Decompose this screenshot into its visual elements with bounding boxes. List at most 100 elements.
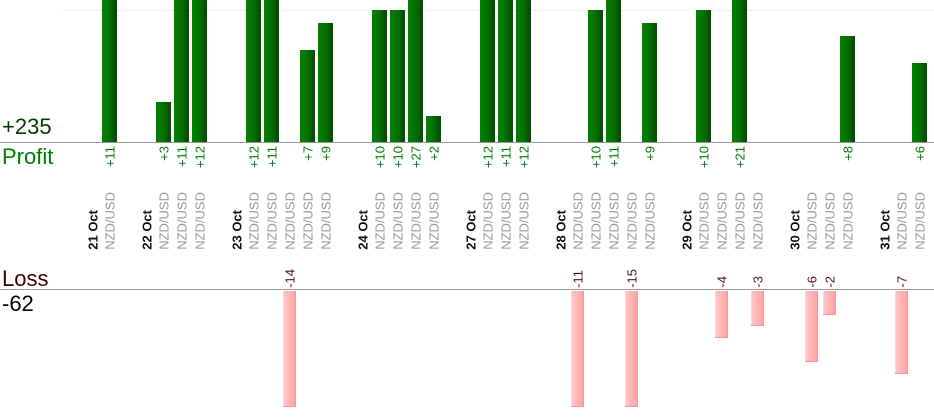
symbol-label: NZD/USD <box>696 192 712 250</box>
profit-value-label: +9 <box>318 146 334 161</box>
profit-value-label: +11 <box>498 146 514 168</box>
symbol-label: NZD/USD <box>714 192 730 250</box>
trade-column: NZD/USD +12 <box>245 0 263 420</box>
loss-value-label: -11 <box>570 270 586 288</box>
date-column: 28 Oct <box>553 0 569 420</box>
trade-column: NZD/USD +10 <box>371 0 389 420</box>
profit-value-label: +7 <box>300 146 316 161</box>
trade-column: NZD/USD +3 <box>155 0 173 420</box>
date-label: 23 Oct <box>229 210 245 250</box>
trade-column: NZD/USD +2 <box>425 0 443 420</box>
symbol-label: NZD/USD <box>624 192 640 250</box>
profit-bar <box>606 0 621 142</box>
loss-value-label: -14 <box>282 269 298 288</box>
symbol-label: NZD/USD <box>912 192 928 250</box>
profit-bar <box>516 0 531 142</box>
date-label: 31 Oct <box>877 210 893 250</box>
trade-column: NZD/USD +11 <box>605 0 623 420</box>
date-label: 29 Oct <box>679 210 695 250</box>
profit-bar <box>300 50 315 142</box>
date-column: 22 Oct <box>139 0 155 420</box>
symbol-label: NZD/USD <box>300 192 316 250</box>
trade-column: NZD/USD -11 <box>569 0 587 420</box>
date-label: 22 Oct <box>139 210 155 250</box>
date-label: 30 Oct <box>787 210 803 250</box>
trade-column: NZD/USD +27 <box>407 0 425 420</box>
date-column: 29 Oct <box>679 0 695 420</box>
symbol-label: NZD/USD <box>192 192 208 250</box>
trade-column: NZD/USD -2 <box>821 0 839 420</box>
symbol-label: NZD/USD <box>390 192 406 250</box>
profit-bar <box>390 10 405 142</box>
day-group: 28 Oct NZD/USD -11 NZD/USD +10 NZD/USD +11 NZD/… <box>553 0 659 420</box>
trade-column: NZD/USD +11 <box>173 0 191 420</box>
profit-value-label: +6 <box>912 146 928 161</box>
profit-bar <box>102 0 117 142</box>
trade-column: NZD/USD +7 <box>299 0 317 420</box>
trade-column: NZD/USD +8 <box>839 0 857 420</box>
loss-value-label: -15 <box>624 269 640 288</box>
loss-bar <box>823 291 836 315</box>
profit-value-label: +21 <box>732 146 748 169</box>
symbol-label: NZD/USD <box>804 192 820 250</box>
day-group: 29 Oct NZD/USD +10 NZD/USD -4 NZD/USD +21 NZD/U… <box>679 0 767 420</box>
loss-total: -62 <box>2 291 34 316</box>
date-column: 30 Oct <box>787 0 803 420</box>
profit-bar <box>642 23 657 142</box>
profit-bar <box>732 0 747 142</box>
trade-column: NZD/USD -3 <box>749 0 767 420</box>
date-label: 21 Oct <box>85 210 101 250</box>
trade-column: NZD/USD +11 <box>497 0 515 420</box>
profit-bar <box>588 10 603 142</box>
profit-bar <box>408 0 423 142</box>
trade-column: NZD/USD +10 <box>587 0 605 420</box>
loss-value-label: -6 <box>804 276 820 288</box>
date-column: 31 Oct <box>877 0 893 420</box>
symbol-label: NZD/USD <box>894 192 910 250</box>
trade-column: NZD/USD +12 <box>191 0 209 420</box>
loss-bar <box>895 291 908 374</box>
date-column: 21 Oct <box>85 0 101 420</box>
profit-bar <box>192 0 207 142</box>
symbol-label: NZD/USD <box>642 192 658 250</box>
trade-column: NZD/USD +21 <box>731 0 749 420</box>
profit-bar <box>426 116 441 142</box>
trade-column: NZD/USD +11 <box>101 0 119 420</box>
date-label: 27 Oct <box>463 210 479 250</box>
profit-bar <box>480 0 495 142</box>
day-group: 30 Oct NZD/USD -6 NZD/USD -2 NZD/USD +8 <box>787 0 857 420</box>
symbol-label: NZD/USD <box>264 192 280 250</box>
profit-value-label: +10 <box>696 146 712 169</box>
profit-value-label: +3 <box>156 146 172 161</box>
profit-value-label: +11 <box>606 146 622 168</box>
symbol-label: NZD/USD <box>408 192 424 250</box>
symbol-label: NZD/USD <box>282 192 298 250</box>
trade-column: NZD/USD -7 <box>893 0 911 420</box>
profit-value-label: +11 <box>102 146 118 168</box>
symbol-label: NZD/USD <box>840 192 856 250</box>
symbol-label: NZD/USD <box>372 192 388 250</box>
trade-column: NZD/USD +11 <box>263 0 281 420</box>
trade-column: NZD/USD -4 <box>713 0 731 420</box>
symbol-label: NZD/USD <box>480 192 496 250</box>
trade-column: NZD/USD -14 <box>281 0 299 420</box>
symbol-label: NZD/USD <box>426 192 442 250</box>
profit-value-label: +2 <box>426 146 442 161</box>
date-label: 28 Oct <box>553 210 569 250</box>
symbol-label: NZD/USD <box>246 192 262 250</box>
date-column: 24 Oct <box>355 0 371 420</box>
profit-bar <box>498 0 513 142</box>
chart-columns: 21 Oct NZD/USD +11 22 Oct NZD/USD +3 NZD/USD +1… <box>85 0 929 420</box>
profit-value-label: +12 <box>246 146 262 169</box>
loss-value-label: -2 <box>822 276 838 288</box>
symbol-label: NZD/USD <box>732 192 748 250</box>
profit-value-label: +10 <box>390 146 406 169</box>
profit-value-label: +11 <box>174 146 190 168</box>
loss-axis-title: Loss <box>2 266 49 291</box>
trade-column: NZD/USD +10 <box>695 0 713 420</box>
loss-bar <box>805 291 818 362</box>
profit-bar <box>318 23 333 142</box>
trade-column: NZD/USD +12 <box>515 0 533 420</box>
profit-total: +235 <box>2 114 52 139</box>
